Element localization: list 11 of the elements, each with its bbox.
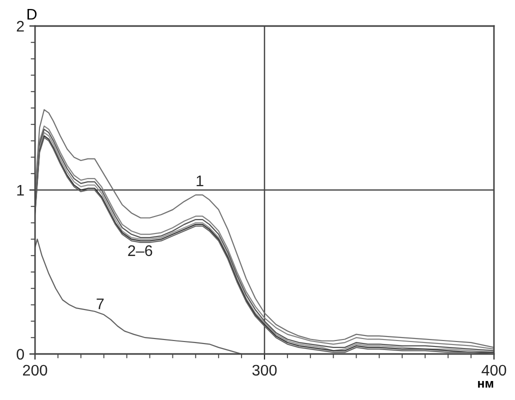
x-tick-label: 400 — [482, 364, 506, 376]
y-tick-label: 0 — [16, 348, 24, 360]
x-tick-label: 300 — [252, 364, 277, 376]
y-tick-label: 1 — [17, 185, 24, 196]
annotation: 1 — [196, 176, 204, 186]
annotation: 7 — [96, 298, 104, 310]
annotation: 2–6 — [128, 245, 152, 256]
y-axis-title: D — [28, 9, 37, 20]
y-tick-label: 2 — [16, 20, 24, 32]
x-axis-title: нм — [478, 381, 494, 388]
x-tick-label: 200 — [23, 364, 48, 376]
